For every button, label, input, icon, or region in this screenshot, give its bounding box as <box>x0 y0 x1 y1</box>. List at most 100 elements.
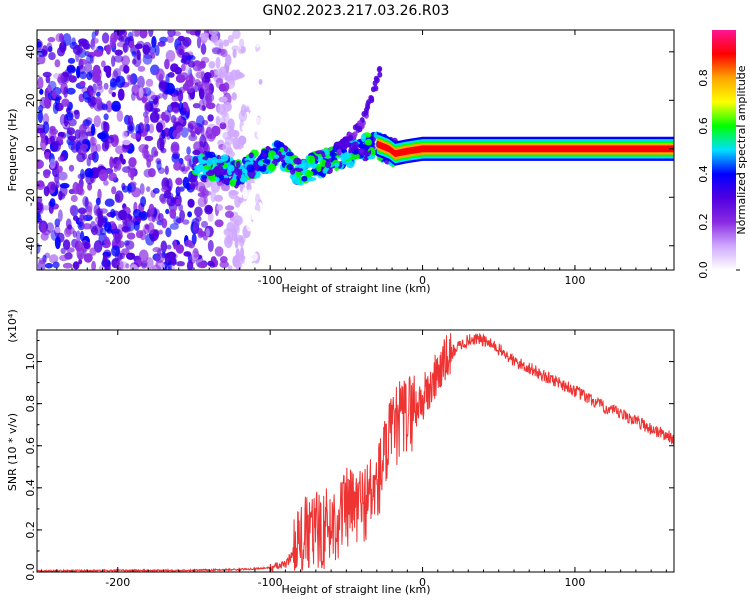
spectrogram-cell <box>101 141 109 152</box>
spectrogram-cell <box>118 209 128 221</box>
spectrogram-cell <box>190 92 195 100</box>
spectrogram-cell <box>154 252 165 264</box>
spectrogram-cell <box>45 75 51 84</box>
spectrogram-cell <box>167 72 175 78</box>
spectrogram-cell <box>171 153 180 164</box>
spectrogram-cell <box>67 65 77 74</box>
spectrogram-cell <box>180 110 190 121</box>
spectrogram-cell <box>127 115 134 127</box>
spectrogram-cell <box>256 90 261 101</box>
y-tick-label: 20 <box>24 93 37 107</box>
spectrogram-cell <box>113 68 121 78</box>
spectrogram-cell <box>105 100 113 113</box>
spectrogram-cell <box>370 148 376 157</box>
spectrogram-cell <box>52 261 60 269</box>
spectrogram-cell <box>359 144 365 149</box>
spectrogram-cell <box>200 70 206 83</box>
spectrogram-cell <box>122 42 129 53</box>
spectrogram-cell <box>244 62 254 72</box>
spectrogram-cell <box>258 103 266 116</box>
spectrogram-cell <box>140 196 147 208</box>
spectrogram-cell <box>240 46 246 53</box>
spectrogram-cell <box>149 111 160 123</box>
spectrogram-cell <box>184 154 193 162</box>
spectrogram-cell <box>227 34 234 44</box>
spectrogram-cell <box>94 96 102 105</box>
spectrogram-cell <box>228 131 236 142</box>
spectrogram-cell <box>79 124 87 138</box>
spectrogram-cell <box>113 54 124 63</box>
spectrogram-cell <box>84 61 93 74</box>
spectrogram-cell <box>93 49 104 57</box>
spectrogram-cell <box>239 53 246 59</box>
spectrogram-cell <box>219 168 228 176</box>
spectrogram-cell <box>329 152 337 158</box>
spectrogram-cell <box>213 194 224 202</box>
spectrogram-cell <box>165 227 172 238</box>
spectrogram-cell <box>95 197 101 206</box>
spectrogram-cell <box>153 150 159 157</box>
spectrogram-cell <box>148 168 156 178</box>
y-tick-label: -20 <box>24 188 37 206</box>
spectrogram-cell <box>234 195 242 208</box>
spectrogram-cell <box>148 123 155 134</box>
spectrogram-cell <box>211 125 221 137</box>
spectrogram-cell <box>88 153 97 161</box>
spectrogram-cell <box>166 244 172 250</box>
spectrogram-cell <box>261 152 267 158</box>
spectrogram-cell <box>165 208 170 215</box>
spectrogram-cell <box>78 258 83 265</box>
spectrogram-cell <box>367 155 375 160</box>
spectrogram-cell <box>207 239 214 252</box>
spectrogram-cell <box>245 189 254 202</box>
spectrogram-cell <box>357 120 362 127</box>
y-tick-label: 0.4 <box>24 479 37 497</box>
spectrogram-cell <box>195 215 202 222</box>
spectrogram-cell <box>128 41 135 48</box>
spectrogram-cell <box>159 36 168 43</box>
spectrogram-cell <box>66 87 76 95</box>
spectrogram-cell <box>97 216 104 228</box>
spectrogram-cell <box>177 90 184 103</box>
spectrogram-cell <box>215 56 221 69</box>
spectrogram-cell <box>48 52 56 61</box>
spectrogram-cell <box>208 61 216 69</box>
spectrogram-cell <box>377 66 383 72</box>
spectrogram-cell <box>47 36 56 43</box>
spectrogram-x-ticks: -200 -100 0 100 <box>41 30 667 287</box>
spectrogram-cell <box>265 145 271 151</box>
spectrogram-cell <box>145 257 154 270</box>
spectrogram-cell <box>154 44 160 57</box>
spectrogram-cell <box>222 141 232 154</box>
spectrogram-cell <box>158 229 163 235</box>
spectrogram-cell <box>134 30 140 37</box>
spectrogram-cell <box>37 159 44 169</box>
spectrogram-cell <box>68 75 78 83</box>
spectrogram-cell <box>83 253 93 263</box>
spectrogram-cell <box>59 254 69 262</box>
spectrogram-cell <box>215 68 224 76</box>
spectrogram-cell <box>70 194 78 203</box>
spectrogram-cell <box>226 221 234 233</box>
spectrogram-cell <box>62 239 71 250</box>
spectrogram-cell <box>210 189 216 203</box>
spectrogram-cell <box>256 50 261 64</box>
spectrogram-cell <box>115 75 126 89</box>
spectrogram-cell <box>144 144 149 150</box>
spectrogram-cell <box>249 104 255 112</box>
spectrogram-cell <box>46 84 52 94</box>
spectrogram-cell <box>170 101 180 108</box>
spectrogram-cell <box>160 196 167 205</box>
spectrogram-cell <box>51 90 57 99</box>
spectrogram-cell <box>193 169 201 175</box>
spectrogram-cell <box>155 68 165 81</box>
spectrogram-cell <box>80 168 85 180</box>
spectrogram-cell <box>286 164 294 171</box>
spectrogram-cell <box>238 235 246 244</box>
x-tick-label: -200 <box>105 576 130 589</box>
spectrogram-cell <box>109 78 117 88</box>
spectrogram-cell <box>37 110 44 123</box>
spectrogram-cell <box>72 44 83 56</box>
spectrogram-cell <box>182 176 190 189</box>
